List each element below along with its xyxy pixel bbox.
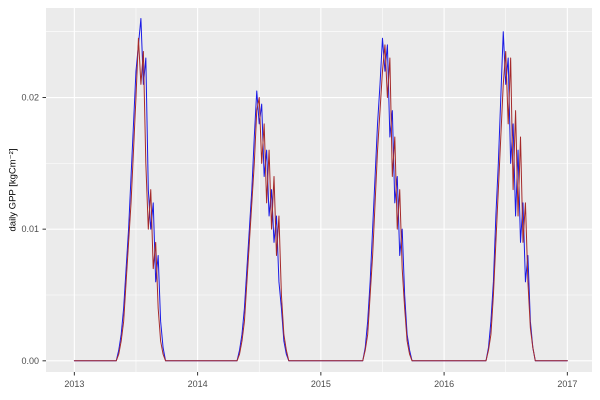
- x-tick-label: 2015: [311, 379, 331, 389]
- x-tick-label: 2016: [434, 379, 454, 389]
- y-tick-label: 0.02: [21, 93, 39, 103]
- x-tick-label: 2017: [557, 379, 577, 389]
- x-tick-label: 2013: [64, 379, 84, 389]
- x-tick-label: 2014: [188, 379, 208, 389]
- y-tick-label: 0.00: [21, 356, 39, 366]
- y-tick-label: 0.01: [21, 224, 39, 234]
- gpp-line-red: [73, 37, 568, 362]
